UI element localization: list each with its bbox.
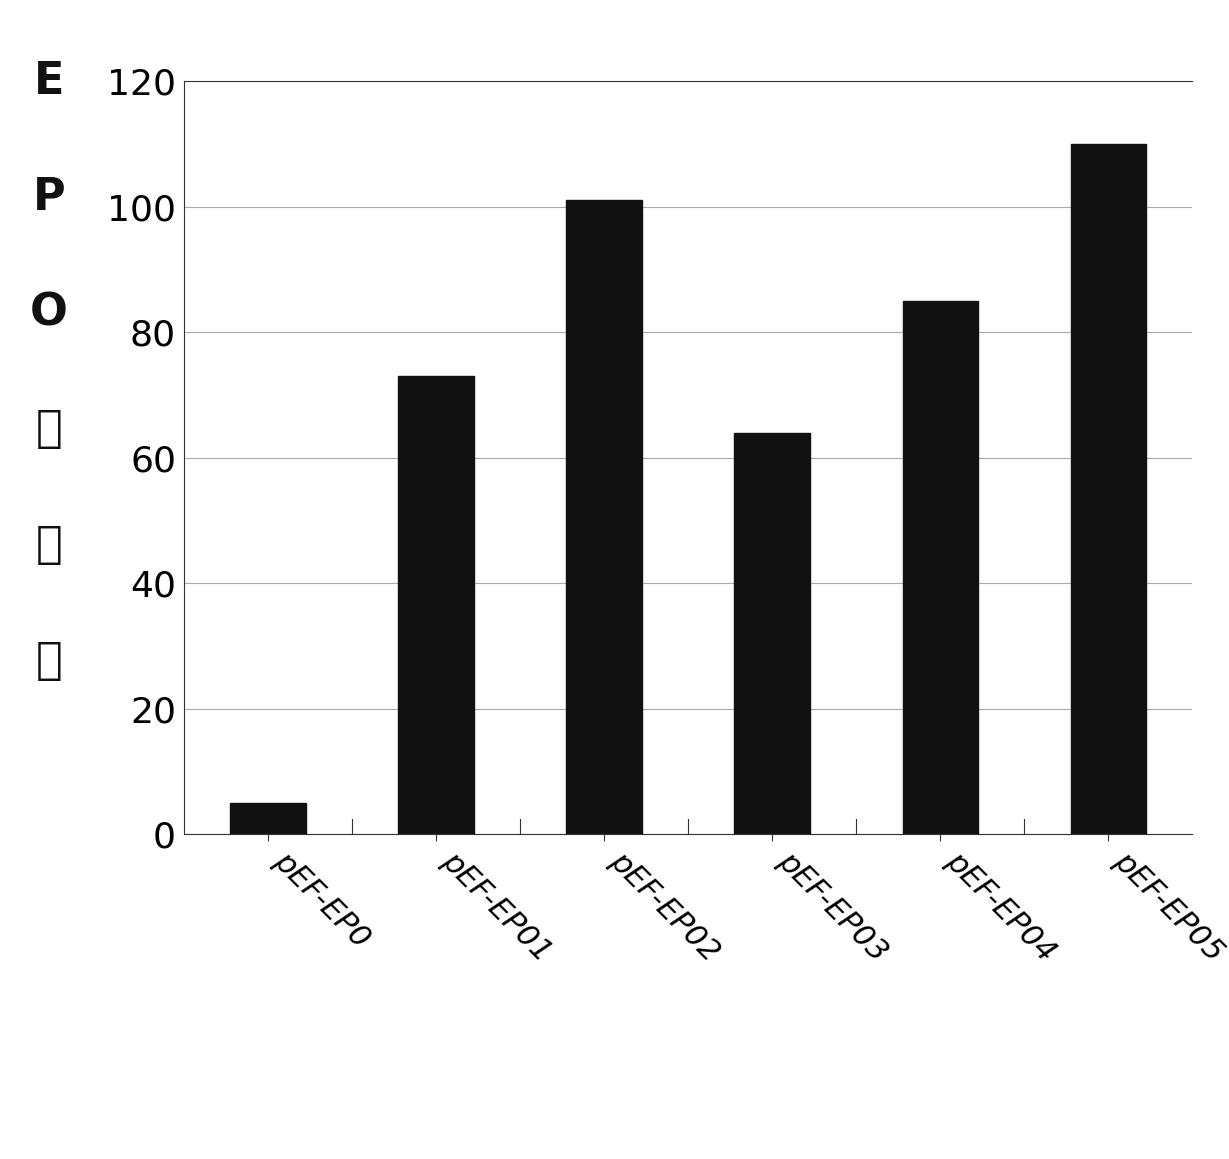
Bar	[735, 432, 810, 834]
Text: P: P	[33, 175, 65, 219]
Bar	[398, 377, 474, 834]
Text: E: E	[34, 59, 64, 103]
Bar	[902, 301, 978, 834]
Text: 量: 量	[36, 639, 63, 683]
Text: 达: 达	[36, 523, 63, 567]
Bar	[1070, 144, 1147, 834]
Bar	[230, 803, 306, 834]
Bar	[567, 201, 642, 834]
Text: O: O	[31, 291, 68, 335]
Text: 表: 表	[36, 407, 63, 451]
